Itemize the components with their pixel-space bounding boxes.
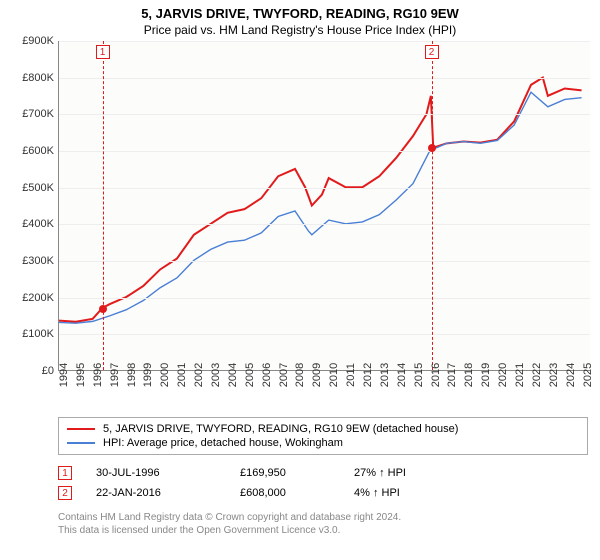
gridline (59, 261, 590, 262)
legend-item-hpi: HPI: Average price, detached house, Woki… (67, 436, 579, 450)
chart-title: 5, JARVIS DRIVE, TWYFORD, READING, RG10 … (10, 6, 590, 21)
legend-label: HPI: Average price, detached house, Woki… (103, 437, 343, 449)
sale-marker: 2 (425, 45, 439, 59)
x-axis: 1994199519961997199819992000200120022003… (58, 371, 590, 411)
x-tick-label: 2019 (480, 363, 492, 387)
legend-swatch (67, 442, 95, 443)
y-tick-label: £400K (22, 218, 54, 230)
x-tick-label: 1995 (75, 363, 87, 387)
x-tick-label: 1994 (58, 363, 70, 387)
x-tick-label: 2004 (227, 363, 239, 387)
sale-row: 2 22-JAN-2016 £608,000 4% ↑ HPI (58, 483, 588, 503)
sale-marker: 1 (96, 45, 110, 59)
sale-vline (432, 41, 433, 370)
x-tick-label: 1999 (142, 363, 154, 387)
chart-lines (59, 41, 590, 370)
series-hpi (59, 92, 582, 323)
x-tick-label: 2021 (514, 363, 526, 387)
gridline (59, 224, 590, 225)
legend-item-property: 5, JARVIS DRIVE, TWYFORD, READING, RG10 … (67, 422, 579, 436)
sale-dot (99, 305, 107, 313)
x-tick-label: 2013 (379, 363, 391, 387)
sale-row: 1 30-JUL-1996 £169,950 27% ↑ HPI (58, 463, 588, 483)
x-tick-label: 2025 (582, 363, 594, 387)
sale-date: 30-JUL-1996 (96, 467, 216, 479)
y-tick-label: £500K (22, 182, 54, 194)
y-tick-label: £200K (22, 292, 54, 304)
chart-subtitle: Price paid vs. HM Land Registry's House … (10, 23, 590, 37)
x-tick-label: 2016 (430, 363, 442, 387)
x-tick-label: 2023 (548, 363, 560, 387)
x-tick-label: 2007 (278, 363, 290, 387)
y-tick-label: £600K (22, 145, 54, 157)
gridline (59, 188, 590, 189)
sale-diff: 4% ↑ HPI (354, 487, 454, 499)
sale-vline (103, 41, 104, 370)
sale-diff: 27% ↑ HPI (354, 467, 454, 479)
x-tick-label: 2003 (210, 363, 222, 387)
x-tick-label: 2020 (497, 363, 509, 387)
footnote-line: This data is licensed under the Open Gov… (58, 524, 588, 537)
x-tick-label: 2024 (565, 363, 577, 387)
y-tick-label: £800K (22, 72, 54, 84)
x-tick-label: 2014 (396, 363, 408, 387)
x-tick-label: 2001 (176, 363, 188, 387)
gridline (59, 114, 590, 115)
y-axis: £0£100K£200K£300K£400K£500K£600K£700K£80… (10, 41, 58, 371)
x-tick-label: 1998 (126, 363, 138, 387)
sale-date: 22-JAN-2016 (96, 487, 216, 499)
gridline (59, 78, 590, 79)
x-tick-label: 2017 (446, 363, 458, 387)
legend-label: 5, JARVIS DRIVE, TWYFORD, READING, RG10 … (103, 423, 458, 435)
y-tick-label: £100K (22, 328, 54, 340)
x-tick-label: 2015 (413, 363, 425, 387)
sale-index-box: 1 (58, 466, 72, 480)
x-tick-label: 2010 (328, 363, 340, 387)
x-tick-label: 2002 (193, 363, 205, 387)
sale-index-box: 2 (58, 486, 72, 500)
x-tick-label: 1997 (109, 363, 121, 387)
x-tick-label: 2022 (531, 363, 543, 387)
x-tick-label: 2000 (159, 363, 171, 387)
gridline (59, 151, 590, 152)
footnote-line: Contains HM Land Registry data © Crown c… (58, 511, 588, 524)
legend: 5, JARVIS DRIVE, TWYFORD, READING, RG10 … (58, 417, 588, 455)
sale-price: £169,950 (240, 467, 330, 479)
sale-dot (428, 144, 436, 152)
gridline (59, 41, 590, 42)
x-tick-label: 2009 (311, 363, 323, 387)
chart-area: £0 £100K £200K £300K £400K £500K £600K £700K £80… (10, 41, 590, 411)
sales-table: 1 30-JUL-1996 £169,950 27% ↑ HPI 2 22-JAN-201… (58, 463, 588, 503)
gridline (59, 298, 590, 299)
y-tick-label: £0 (42, 365, 54, 377)
y-tick-label: £900K (22, 35, 54, 47)
x-tick-label: 2011 (345, 363, 357, 387)
gridline (59, 334, 590, 335)
x-tick-label: 1996 (92, 363, 104, 387)
legend-swatch (67, 428, 95, 430)
plot-area: 12 (58, 41, 590, 371)
x-tick-label: 2006 (261, 363, 273, 387)
x-tick-label: 2018 (463, 363, 475, 387)
footnote: Contains HM Land Registry data © Crown c… (58, 511, 588, 537)
sale-price: £608,000 (240, 487, 330, 499)
y-tick-label: £700K (22, 108, 54, 120)
y-tick-label: £300K (22, 255, 54, 267)
x-tick-label: 2005 (244, 363, 256, 387)
x-tick-label: 2012 (362, 363, 374, 387)
x-tick-label: 2008 (294, 363, 306, 387)
